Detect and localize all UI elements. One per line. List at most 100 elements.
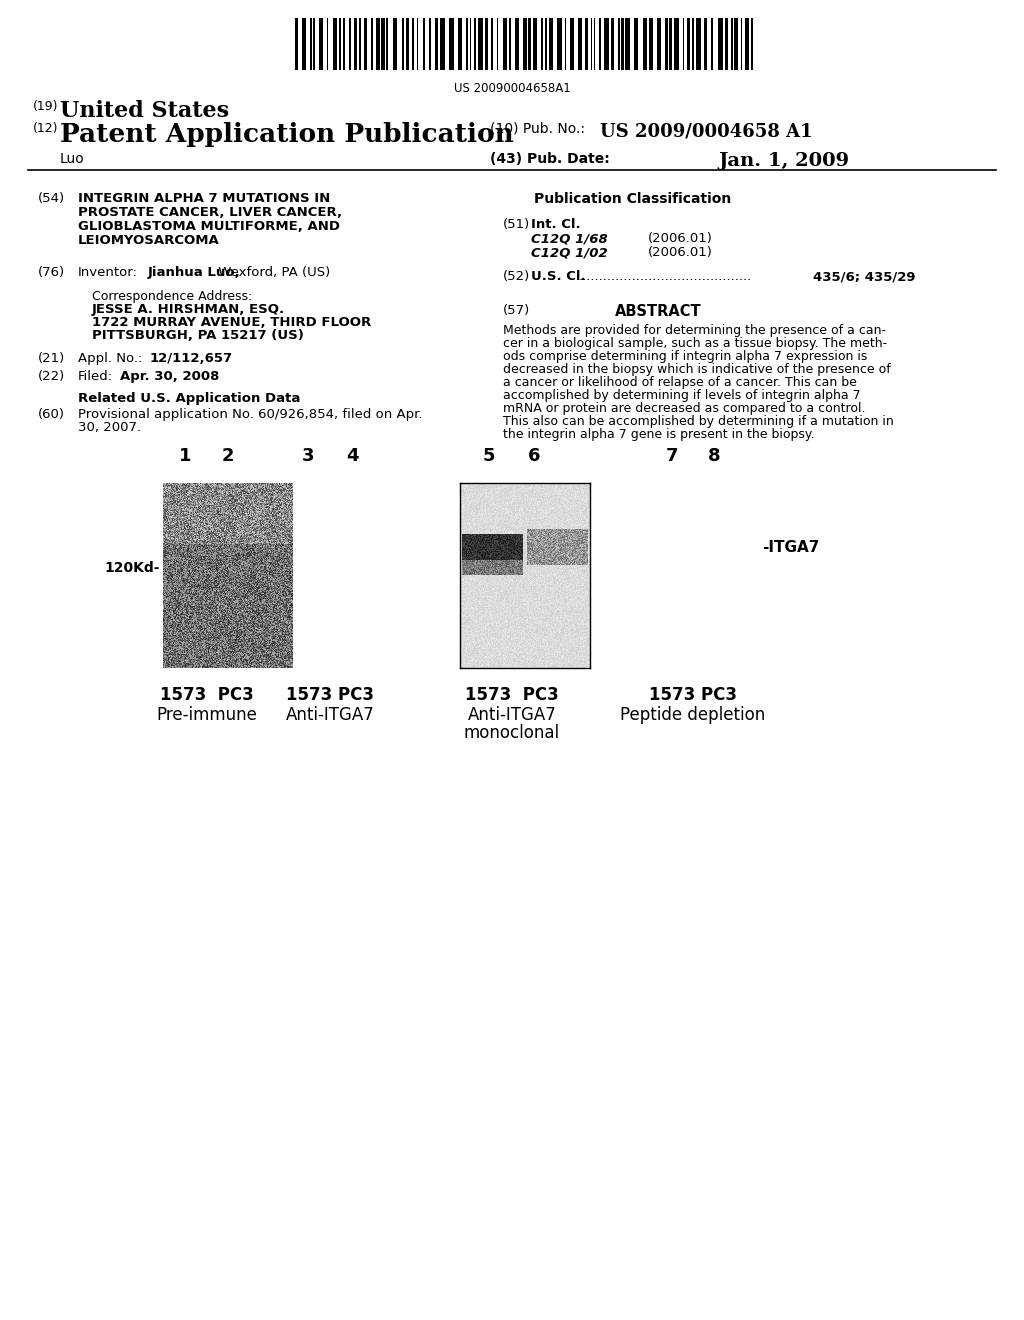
Bar [545,18,547,70]
Bar [696,18,701,70]
Text: US 2009/0004658 A1: US 2009/0004658 A1 [600,121,813,140]
Text: (54): (54) [38,191,66,205]
Text: U.S. Cl.: U.S. Cl. [531,271,586,282]
Bar [550,18,553,70]
Bar [497,18,499,70]
Bar [353,18,357,70]
Bar [429,18,431,70]
Bar [319,18,323,70]
Text: 12/112,657: 12/112,657 [150,352,233,366]
Bar [578,18,582,70]
Text: monoclonal: monoclonal [464,723,560,742]
Bar [509,18,511,70]
Text: ods comprise determining if integrin alpha 7 expression is: ods comprise determining if integrin alp… [503,350,867,363]
Text: (19): (19) [33,100,58,114]
Text: INTEGRIN ALPHA 7 MUTATIONS IN: INTEGRIN ALPHA 7 MUTATIONS IN [78,191,331,205]
Text: 1573 PC3: 1573 PC3 [286,686,374,704]
Bar [734,18,737,70]
Bar [423,18,425,70]
Text: (52): (52) [503,271,530,282]
Bar [557,18,561,70]
Bar [528,18,531,70]
Text: mRNA or protein are decreased as compared to a control.: mRNA or protein are decreased as compare… [503,403,865,414]
Text: the integrin alpha 7 gene is present in the biopsy.: the integrin alpha 7 gene is present in … [503,428,814,441]
Text: C12Q 1/68: C12Q 1/68 [531,232,608,246]
Bar [692,18,694,70]
Bar [599,18,601,70]
Bar [473,18,476,70]
Bar [295,18,298,70]
Text: ABSTRACT: ABSTRACT [614,304,701,319]
Text: United States: United States [60,100,229,121]
Text: Peptide depletion: Peptide depletion [621,706,766,723]
Text: 1573  PC3: 1573 PC3 [160,686,254,704]
Bar [670,18,672,70]
Text: 1: 1 [179,447,191,465]
Bar [485,18,487,70]
Bar [541,18,543,70]
Text: Provisional application No. 60/926,854, filed on Apr.: Provisional application No. 60/926,854, … [78,408,423,421]
Text: 435/6; 435/29: 435/6; 435/29 [813,271,915,282]
Text: PITTSBURGH, PA 15217 (US): PITTSBURGH, PA 15217 (US) [92,329,304,342]
Bar [504,18,508,70]
Text: 2: 2 [222,447,234,465]
Bar [310,18,311,70]
Text: Methods are provided for determining the presence of a can-: Methods are provided for determining the… [503,323,886,337]
Text: Jianhua Luo,: Jianhua Luo, [148,267,241,279]
Text: (57): (57) [503,304,530,317]
Bar [413,18,414,70]
Bar [466,18,468,70]
Bar [343,18,345,70]
Bar [392,18,397,70]
Text: a cancer or likelihood of relapse of a cancer. This can be: a cancer or likelihood of relapse of a c… [503,376,857,389]
Bar [585,18,588,70]
Text: Appl. No.:: Appl. No.: [78,352,142,366]
Text: (22): (22) [38,370,66,383]
Text: C12Q 1/02: C12Q 1/02 [531,246,608,259]
Bar [364,18,367,70]
Bar [626,18,630,70]
Bar [470,18,471,70]
Bar [417,18,419,70]
Text: Inventor:: Inventor: [78,267,138,279]
Text: Anti-ITGA7: Anti-ITGA7 [468,706,556,723]
Text: (51): (51) [503,218,530,231]
Bar [376,18,380,70]
Bar [333,18,337,70]
Bar [515,18,519,70]
Bar [642,18,647,70]
Text: Jan. 1, 2009: Jan. 1, 2009 [718,152,849,170]
Text: Correspondence Address:: Correspondence Address: [92,290,252,304]
Text: (21): (21) [38,352,66,366]
Text: This also can be accomplished by determining if a mutation in: This also can be accomplished by determi… [503,414,894,428]
Text: Int. Cl.: Int. Cl. [531,218,581,231]
Bar [752,18,753,70]
Text: Patent Application Publication: Patent Application Publication [60,121,514,147]
Bar [339,18,341,70]
Text: Anti-ITGA7: Anti-ITGA7 [286,706,375,723]
Text: Luo: Luo [60,152,85,166]
Text: (76): (76) [38,267,66,279]
Bar [359,18,361,70]
Bar [532,18,538,70]
Text: 6: 6 [527,447,541,465]
Bar [406,18,410,70]
Bar [703,18,707,70]
Bar [611,18,613,70]
Text: 1573 PC3: 1573 PC3 [649,686,737,704]
Text: 5: 5 [482,447,496,465]
Text: (43) Pub. Date:: (43) Pub. Date: [490,152,609,166]
Bar [523,18,527,70]
Bar [731,18,733,70]
Text: 3: 3 [302,447,314,465]
Text: (2006.01): (2006.01) [648,232,713,246]
Bar [439,18,444,70]
Bar [371,18,373,70]
Bar [594,18,595,70]
Bar [434,18,438,70]
Text: JESSE A. HIRSHMAN, ESQ.: JESSE A. HIRSHMAN, ESQ. [92,304,285,315]
Bar [449,18,454,70]
Bar [617,18,620,70]
Bar [649,18,653,70]
Bar [687,18,690,70]
